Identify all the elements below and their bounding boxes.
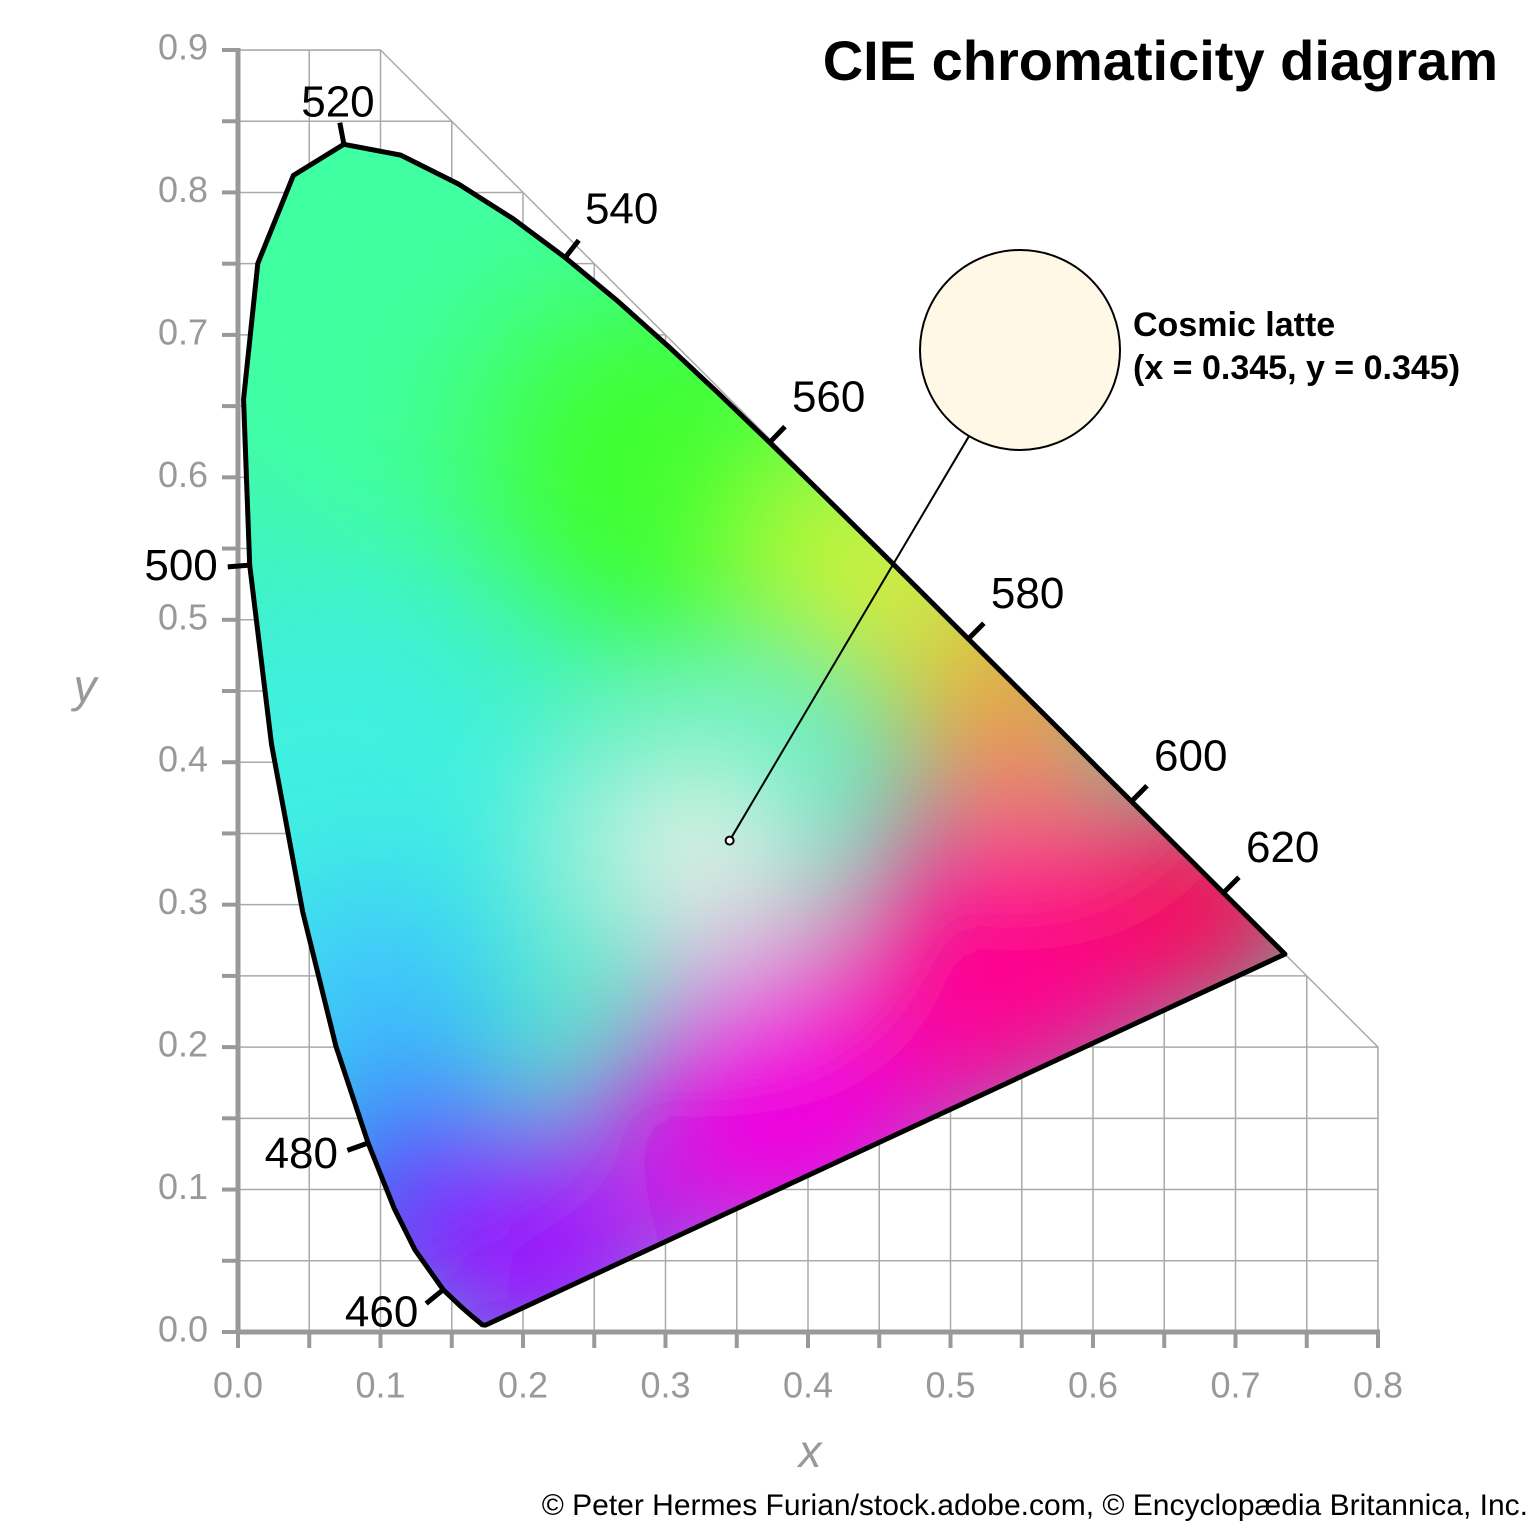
color-swatch	[919, 249, 1121, 451]
x-tick-label: 0.4	[783, 1365, 833, 1406]
wavelength-tick	[424, 1287, 445, 1306]
x-tick-label: 0.7	[1210, 1365, 1260, 1406]
y-tick-label: 0.0	[158, 1309, 208, 1350]
x-tick-label: 0.6	[1068, 1365, 1118, 1406]
x-axis-label: x	[797, 1425, 824, 1477]
y-tick-label: 0.2	[158, 1024, 208, 1065]
wavelength-label: 600	[1154, 732, 1227, 781]
x-tick-label: 0.8	[1353, 1365, 1403, 1406]
y-tick-label: 0.5	[158, 596, 208, 637]
y-tick-label: 0.8	[158, 169, 208, 210]
annotation-connector	[728, 435, 970, 842]
wavelength-label: 520	[301, 78, 374, 127]
x-tick-label: 0.1	[355, 1365, 405, 1406]
credit: © Peter Hermes Furian/stock.adobe.com, ©…	[542, 1489, 1528, 1522]
x-tick-label: 0.2	[498, 1365, 548, 1406]
chart-title: CIE chromaticity diagram	[823, 29, 1498, 92]
x-tick-label: 0.5	[925, 1365, 975, 1406]
wavelength-tick	[563, 238, 581, 260]
color-fill	[243, 144, 1285, 1326]
y-tick-label: 0.3	[158, 881, 208, 922]
wavelength-tick	[227, 562, 250, 570]
wavelength-tick	[1129, 784, 1149, 804]
wavelength-label: 560	[792, 372, 865, 421]
x-tick-label: 0.3	[640, 1365, 690, 1406]
y-tick-label: 0.6	[158, 454, 208, 495]
y-tick-label: 0.4	[158, 739, 208, 780]
wavelength-tick	[966, 621, 986, 641]
wavelength-label: 480	[265, 1129, 338, 1178]
wavelength-tick	[346, 1140, 369, 1153]
wavelength-label: 500	[144, 541, 217, 590]
wavelength-tick	[337, 122, 347, 145]
wavelength-tick	[1221, 875, 1241, 895]
x-tick-label: 0.0	[213, 1365, 263, 1406]
wavelength-label: 460	[345, 1288, 418, 1337]
annotation-name: Cosmic latte	[1133, 306, 1335, 344]
wavelength-tick	[767, 424, 787, 445]
y-tick-label: 0.7	[158, 311, 208, 352]
annotation-text: (x = 0.345, y = 0.345)	[1133, 349, 1460, 387]
y-tick-label: 0.1	[158, 1166, 208, 1207]
wavelength-label: 540	[585, 185, 658, 234]
spectral-locus	[241, 141, 1288, 1328]
y-tick-label: 0.9	[158, 27, 208, 68]
wavelength-label: 580	[991, 569, 1064, 618]
y-axis-label: y	[71, 660, 100, 712]
annotation-point	[724, 835, 735, 846]
wavelength-label: 620	[1246, 823, 1319, 872]
